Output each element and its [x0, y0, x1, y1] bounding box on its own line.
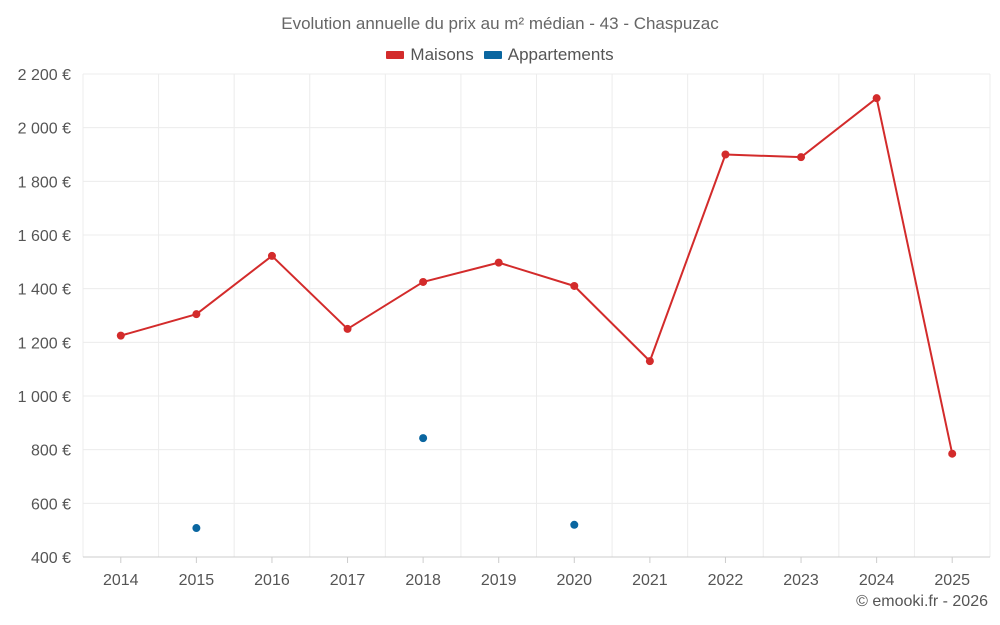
data-point-maisons[interactable]	[645, 357, 654, 366]
y-tick-label: 800 €	[31, 443, 71, 460]
x-tick-label: 2015	[179, 572, 215, 589]
y-tick-label: 1 800 €	[18, 174, 71, 191]
legend-label-maisons: Maisons	[410, 45, 474, 64]
x-tick-label: 2024	[859, 572, 895, 589]
y-tick-label: 1 000 €	[18, 389, 71, 406]
x-tick-label: 2017	[330, 572, 366, 589]
x-tick-label: 2016	[254, 572, 290, 589]
x-tick-label: 2022	[708, 572, 744, 589]
data-point-maisons[interactable]	[570, 281, 579, 290]
y-tick-label: 2 200 €	[18, 67, 71, 84]
chart-title: Evolution annuelle du prix au m² médian …	[281, 14, 719, 33]
y-tick-label: 1 400 €	[18, 282, 71, 299]
data-point-maisons[interactable]	[343, 324, 352, 333]
data-point-appartements[interactable]	[192, 524, 201, 533]
legend-swatch-maisons	[386, 51, 405, 59]
x-tick-label: 2025	[934, 572, 970, 589]
data-point-appartements[interactable]	[570, 520, 579, 529]
credit-text: © emooki.fr - 2026	[856, 593, 988, 610]
x-tick-label: 2014	[103, 572, 139, 589]
x-tick-label: 2023	[783, 572, 819, 589]
data-point-maisons[interactable]	[267, 251, 276, 260]
y-tick-label: 1 600 €	[18, 228, 71, 245]
data-point-maisons[interactable]	[192, 310, 201, 319]
x-tick-label: 2021	[632, 572, 668, 589]
legend-item-maisons[interactable]: Maisons	[386, 45, 474, 65]
y-tick-label: 1 200 €	[18, 335, 71, 352]
legend-item-appartements[interactable]: Appartements	[483, 45, 614, 65]
axes: 400 € 600 € 800 € 1 000 € 1 200 € 1 400 € 1 60…	[18, 67, 990, 589]
data-point-maisons[interactable]	[494, 258, 503, 267]
legend: Maisons Appartements	[0, 45, 1000, 65]
series-layer	[116, 94, 957, 533]
data-point-maisons[interactable]	[116, 331, 125, 340]
y-tick-label: 2 000 €	[18, 121, 71, 138]
x-tick-label: 2019	[481, 572, 517, 589]
data-point-maisons[interactable]	[948, 449, 957, 458]
data-point-maisons[interactable]	[872, 94, 881, 103]
y-tick-label: 600 €	[31, 496, 71, 513]
data-point-maisons[interactable]	[419, 277, 428, 286]
grid	[82, 73, 991, 558]
data-point-appartements[interactable]	[419, 434, 428, 443]
series-line-maisons	[120, 97, 954, 454]
x-tick-label: 2020	[556, 572, 592, 589]
legend-swatch-appartements	[483, 51, 502, 59]
data-point-maisons[interactable]	[721, 150, 730, 159]
legend-label-appartements: Appartements	[507, 45, 614, 64]
y-tick-label: 400 €	[31, 550, 71, 567]
data-point-maisons[interactable]	[797, 153, 806, 162]
x-tick-label: 2018	[405, 572, 441, 589]
